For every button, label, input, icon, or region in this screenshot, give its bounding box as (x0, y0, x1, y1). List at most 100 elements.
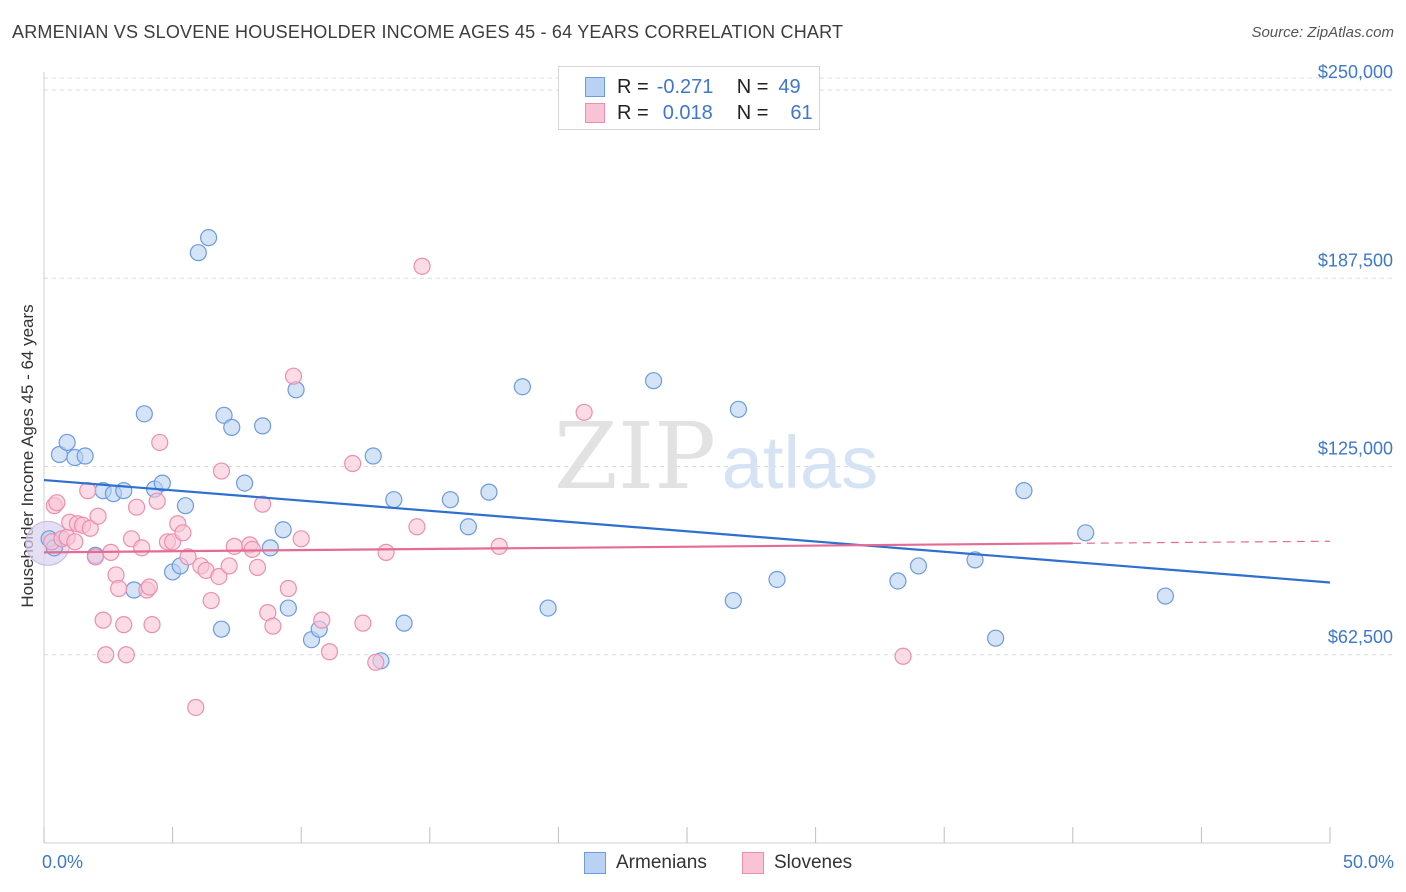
x-tick-min: 0.0% (42, 852, 84, 872)
slovenes-r-label: R = (617, 101, 649, 124)
legend-slovenes-label: Slovenes (774, 852, 853, 873)
armenian-point (236, 474, 254, 492)
slovene-point (354, 614, 372, 632)
armenians-n-value: 49 (778, 75, 801, 98)
slovene-point (292, 530, 310, 548)
slovene-point (48, 494, 66, 512)
slovene-point (264, 617, 282, 635)
armenian-point (153, 474, 171, 492)
slovene-point (279, 579, 297, 598)
armenian-point (1015, 482, 1033, 500)
armenian-point (274, 521, 292, 539)
slovene-point (179, 548, 197, 566)
x-tick-max: 50.0% (1342, 852, 1394, 872)
armenian-point (261, 539, 279, 557)
slovene-point (143, 616, 161, 634)
legend-armenians: Armenians (584, 852, 707, 874)
slovene-point (413, 257, 431, 275)
slovene-point (225, 537, 243, 555)
slovenes-trend-line (43, 542, 1073, 554)
armenian-point (254, 417, 272, 435)
armenian-point (1077, 524, 1095, 542)
armenian-point (395, 614, 413, 632)
slovene-point (109, 579, 128, 598)
armenian-point (215, 406, 233, 424)
chart-title: ARMENIAN VS SLOVENE HOUSEHOLDER INCOME A… (12, 22, 844, 42)
slovene-point (187, 698, 205, 717)
slovenes-trend-extension (1072, 540, 1331, 544)
slovene-point (174, 524, 192, 542)
slovene-point (284, 367, 303, 385)
armenian-point (212, 620, 231, 638)
y-tick-label: $62,500 (1328, 627, 1393, 647)
slovene-point (117, 646, 135, 664)
slovene-point (367, 653, 385, 671)
legend-armenians-swatch (584, 852, 606, 874)
armenian-point (729, 400, 748, 418)
slovene-point (313, 611, 331, 629)
slovenes-swatch (585, 103, 605, 123)
slovene-point (81, 519, 99, 537)
slovene-point (894, 647, 912, 665)
armenian-point (223, 418, 241, 436)
armenian-point (58, 433, 76, 452)
slovenes-stats-row: R = 0.018 N = 61 (617, 100, 813, 126)
armenians-trend-line (43, 478, 1331, 584)
slovene-point (248, 558, 267, 577)
armenians-r-label: R = (617, 75, 649, 98)
armenian-point (135, 405, 153, 423)
armenian-point (768, 570, 786, 589)
watermark-zip: ZIP (554, 403, 716, 510)
y-tick-label: $250,000 (1318, 62, 1393, 82)
slovene-point (490, 537, 508, 555)
armenian-point (966, 551, 984, 569)
slovene-point (344, 454, 362, 473)
armenian-point (513, 378, 531, 396)
slovene-point (320, 643, 339, 661)
slovene-point (220, 557, 238, 575)
armenian-point (987, 629, 1005, 647)
armenians-swatch (585, 77, 605, 97)
legend-slovenes: Slovenes (742, 852, 852, 874)
slovenes-n-label: N = (736, 101, 769, 124)
slovenes-n-value: 61 (790, 101, 813, 124)
slovene-point (94, 611, 112, 629)
slovene-point (97, 646, 115, 664)
armenian-point (279, 599, 297, 617)
slovene-point (210, 567, 228, 586)
slovene-point (133, 539, 151, 557)
armenian-point (539, 599, 557, 617)
slovene-point (377, 543, 395, 561)
y-tick-label: $187,500 (1318, 250, 1393, 270)
armenian-point (909, 557, 928, 575)
armenian-point (364, 447, 382, 465)
armenian-point (644, 372, 663, 390)
slovene-point (148, 492, 166, 510)
slovene-point (89, 507, 107, 525)
source-label: Source: ZipAtlas.com (1251, 24, 1394, 41)
armenian-point (176, 497, 195, 515)
slovene-point (127, 498, 146, 516)
legend-armenians-label: Armenians (616, 852, 707, 873)
stats-legend: R = -0.271 N = 49 R = 0.018 N = 61 (558, 66, 820, 130)
y-tick-label: $125,000 (1318, 439, 1393, 459)
armenian-point (480, 483, 498, 501)
slovene-point (575, 403, 593, 421)
slovene-point (202, 591, 220, 610)
armenian-point (889, 572, 907, 590)
armenian-point (1156, 587, 1174, 605)
slovene-point (66, 533, 84, 551)
armenian-point (724, 591, 742, 610)
slovene-point (243, 540, 261, 558)
armenian-point (459, 518, 477, 536)
armenian-point (385, 491, 403, 509)
armenians-r-value: -0.271 (656, 75, 714, 98)
slovene-point (151, 433, 169, 452)
armenian-point (76, 447, 94, 465)
slovene-point (212, 462, 231, 480)
slovene-point (115, 616, 133, 634)
slovene-point (140, 578, 159, 596)
armenian-point (189, 244, 207, 262)
watermark-atlas: atlas (722, 421, 878, 504)
